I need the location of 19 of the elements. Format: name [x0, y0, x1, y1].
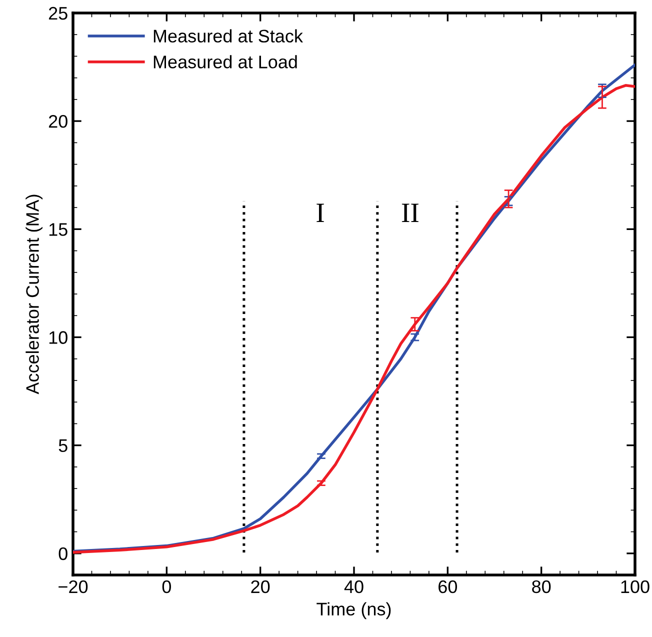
- x-tick-label: −20: [58, 580, 88, 594]
- x-tick-label: 0: [162, 580, 171, 594]
- x-tick-label: 60: [438, 580, 458, 594]
- x-tick-label: 80: [532, 580, 551, 594]
- y-tick-label: 25: [48, 6, 68, 20]
- y-tick-label: 0: [58, 547, 68, 560]
- y-tick-label: 5: [58, 439, 68, 452]
- annotation: I: [316, 204, 324, 222]
- x-tick-label: 40: [344, 580, 364, 594]
- x-axis-title: Time (ns): [316, 602, 391, 620]
- y-tick-label: 10: [49, 331, 68, 344]
- annotation: II: [402, 204, 418, 222]
- legend-label: Measured at Stack: [154, 29, 304, 43]
- legend-label: Measured at Load: [154, 55, 297, 68]
- x-tick-label: 100: [621, 580, 650, 594]
- x-tick-label: 20: [251, 580, 270, 594]
- y-tick-label: 20: [48, 115, 68, 128]
- y-axis-title: Accelerator Current (MA): [26, 194, 42, 394]
- y-tick-label: 15: [49, 223, 68, 236]
